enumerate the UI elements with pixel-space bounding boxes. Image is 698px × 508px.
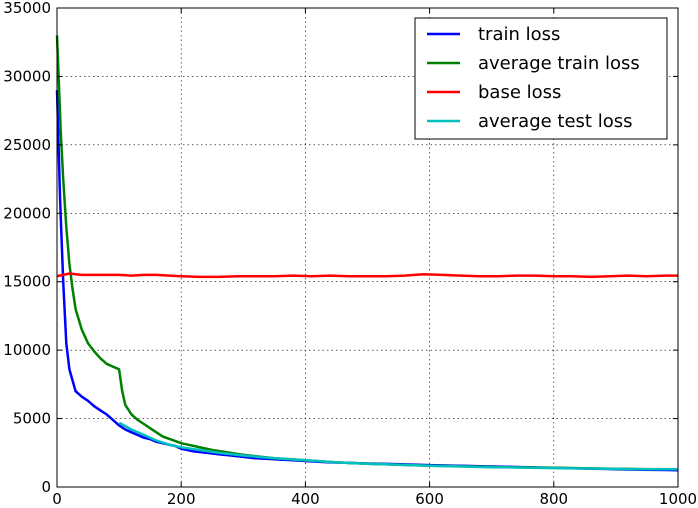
- series-line-train-loss: [55, 90, 679, 472]
- x-tick-label: 400: [291, 490, 320, 508]
- legend-box: [414, 17, 668, 140]
- y-tick-label: 30000: [3, 67, 51, 85]
- y-tick-label: 25000: [3, 136, 51, 154]
- grid-lines: [57, 8, 678, 487]
- legend-label-base-loss: base loss: [478, 82, 561, 103]
- x-tick-label: 1000: [659, 490, 697, 508]
- legend-label-average-test-loss: average test loss: [478, 111, 632, 132]
- legend: train loss average train loss base loss ave…: [414, 17, 668, 140]
- y-tick-label: 35000: [3, 0, 51, 17]
- x-tick-label: 800: [539, 490, 568, 508]
- y-tick-label: 15000: [3, 273, 51, 291]
- y-tick-label: 20000: [3, 204, 51, 222]
- y-tick-label: 5000: [13, 410, 51, 428]
- plot-frame: [56, 7, 679, 488]
- series-line-base-loss: [56, 272, 678, 279]
- y-tick-label: 10000: [3, 341, 51, 359]
- x-tick-label: 0: [52, 490, 62, 508]
- y-tick-label: 0: [41, 478, 51, 496]
- x-tick-label: 600: [415, 490, 444, 508]
- tick-labels: 0 200 400 600 800 100005000100001500020000250…: [3, 0, 697, 508]
- series-layer: [55, 35, 679, 472]
- legend-label-train-loss: train loss: [478, 24, 560, 45]
- x-tick-label: 200: [167, 490, 196, 508]
- legend-label-average-train-loss: average train loss: [478, 53, 640, 74]
- series-line-average-test-loss: [118, 421, 679, 471]
- axis-ticks: [56, 7, 679, 488]
